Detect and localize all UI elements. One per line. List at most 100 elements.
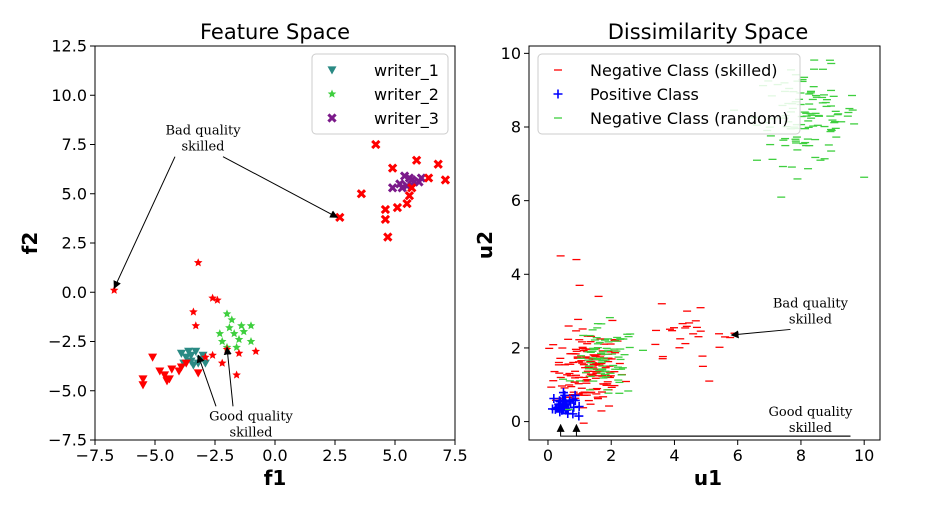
data-point: [553, 402, 563, 412]
data-point: [213, 295, 222, 304]
y-tick-label: 5.0: [62, 184, 87, 203]
data-point: [570, 390, 580, 400]
legend: writer_1 writer_2 writer_3: [311, 53, 449, 135]
legend-box: [537, 53, 801, 135]
x-tick-label: −2.5: [196, 446, 235, 465]
x-tick-label: 2: [606, 446, 616, 465]
x-tick-label: −7.5: [76, 446, 115, 465]
y-tick-label: −2.5: [48, 332, 87, 351]
data-point: [433, 159, 443, 169]
legend-label: Negative Class (skilled): [590, 61, 778, 80]
data-point: [383, 232, 393, 242]
legend-label: writer_3: [374, 109, 439, 129]
data-point: [186, 351, 196, 360]
legend-label: Positive Class: [590, 85, 699, 104]
data-point: [193, 258, 203, 267]
data-point: [416, 173, 427, 183]
data-point: [237, 321, 246, 330]
data-point: [392, 202, 403, 213]
x-tick-label: 8: [796, 446, 806, 465]
data-point: [181, 353, 191, 362]
data-point: [138, 381, 148, 390]
series-2: [387, 171, 427, 193]
data-point: [162, 377, 172, 386]
annotation-text: Good quality: [769, 405, 853, 420]
data-point: [402, 198, 412, 209]
data-point: [138, 375, 148, 384]
left-y-axis-label: f2: [18, 232, 42, 255]
data-point: [397, 183, 407, 193]
series-1: [548, 388, 584, 421]
data-point: [574, 411, 584, 421]
data-point: [191, 347, 201, 356]
data-point: [232, 370, 241, 379]
y-tick-label: −5.0: [48, 381, 87, 400]
data-point: [225, 323, 234, 332]
data-point: [148, 353, 158, 362]
data-point: [232, 342, 241, 352]
data-point: [404, 173, 415, 183]
data-point: [208, 350, 217, 359]
data-point: [387, 183, 398, 193]
data-point: [568, 394, 578, 404]
data-point: [167, 365, 177, 374]
data-point: [109, 285, 119, 294]
y-tick-label: 2: [511, 338, 521, 357]
data-point: [560, 390, 570, 400]
data-point: [176, 363, 186, 372]
x-tick-label: 7.5: [442, 446, 467, 465]
data-point: [188, 361, 198, 370]
series-0: [545, 255, 739, 424]
annotation-text: Bad quality: [165, 124, 241, 139]
data-point: [423, 173, 434, 183]
data-point: [176, 349, 186, 358]
data-point: [380, 214, 391, 225]
x-tick-label: 4: [669, 446, 679, 465]
x-tick-label: 10: [854, 446, 874, 465]
legend-marker: [553, 89, 563, 99]
x-tick-label: 6: [733, 446, 743, 465]
data-points: [109, 139, 451, 390]
data-point: [239, 327, 249, 336]
y-tick-label: 0: [511, 412, 521, 431]
right-y-axis-label: u2: [473, 231, 497, 259]
data-point: [251, 346, 261, 355]
data-point: [440, 175, 451, 185]
data-point: [189, 307, 198, 316]
data-point: [558, 395, 568, 405]
legend-marker: [327, 113, 337, 123]
left-x-axis-label: f1: [264, 466, 287, 490]
annotation-text: skilled: [181, 140, 224, 155]
data-point: [560, 404, 570, 414]
annotation-text: Bad quality: [773, 296, 849, 311]
data-point: [356, 189, 367, 199]
legend-label: writer_2: [374, 85, 439, 105]
data-point: [191, 321, 201, 330]
x-tick-label: 5.0: [382, 446, 407, 465]
data-point: [549, 394, 559, 404]
data-point: [193, 369, 203, 378]
feature-space-plot: −7.5 −5.0 −2.5 0.0 2.5 5.0 7.5 −7.5 −5.0 −2.5 0.0 2…: [48, 37, 468, 466]
x-tick-label: 2.5: [322, 446, 347, 465]
legend-box: [311, 53, 449, 135]
right-x-axis-label: u1: [694, 466, 722, 490]
annotation-arrow: [222, 156, 339, 218]
y-tick-label: 12.5: [51, 37, 87, 56]
left-chart-title: Feature Space: [200, 20, 350, 44]
series-1: [215, 309, 256, 352]
data-point: [411, 155, 422, 165]
data-point: [227, 315, 237, 324]
plot-frame: [528, 45, 881, 441]
annotation-arrow: [730, 328, 791, 339]
legend-label: Negative Class (random): [590, 109, 789, 128]
y-tick-label: 2.5: [62, 234, 87, 253]
x-tick-label: 0: [543, 446, 553, 465]
data-point: [574, 402, 584, 412]
annotation-text: skilled: [789, 312, 832, 327]
y-tick-label: 7.5: [62, 135, 87, 154]
series-3: [138, 353, 203, 390]
